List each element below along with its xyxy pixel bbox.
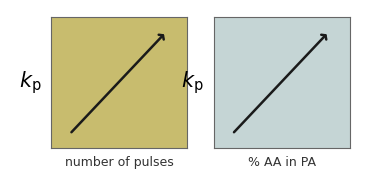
Text: $k_{\mathrm{p}}$: $k_{\mathrm{p}}$: [19, 69, 42, 96]
Text: number of pulses: number of pulses: [65, 155, 174, 169]
Text: % AA in PA: % AA in PA: [248, 155, 316, 169]
Text: $k_{\mathrm{p}}$: $k_{\mathrm{p}}$: [181, 69, 204, 96]
